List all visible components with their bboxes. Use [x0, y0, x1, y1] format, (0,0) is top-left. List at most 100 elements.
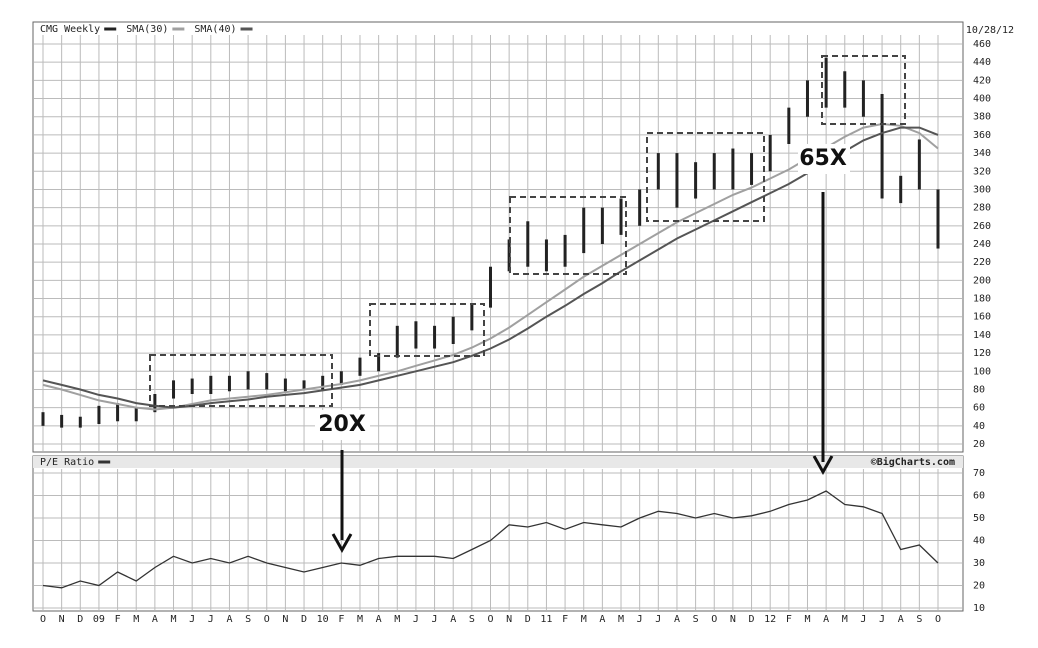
x-tick-label: M: [394, 614, 400, 625]
x-tick-label: N: [282, 614, 288, 625]
pe-header: [33, 456, 963, 468]
y-tick-label: 420: [973, 75, 991, 86]
x-tick-label: N: [730, 614, 736, 625]
x-tick-label: S: [245, 614, 251, 625]
x-tick-label: F: [115, 614, 121, 625]
y-tick-label: 440: [973, 57, 991, 68]
range-box: [646, 132, 765, 222]
legend-label: SMA(40): [194, 24, 236, 35]
arrow-head: [331, 533, 353, 554]
price-panel: [32, 21, 964, 453]
range-box: [509, 196, 627, 275]
x-tick-label: M: [842, 614, 848, 625]
x-tick-label: A: [599, 614, 605, 625]
y-tick-label: 60: [973, 491, 985, 502]
y-tick-label: 80: [973, 384, 985, 395]
x-tick-label: J: [413, 614, 419, 625]
y-tick-label: 10: [973, 603, 985, 614]
x-tick-label: D: [77, 614, 83, 625]
x-tick-label: A: [226, 614, 232, 625]
source-label: ©BigCharts.com: [871, 456, 955, 468]
x-tick-label: O: [487, 614, 493, 625]
y-tick-label: 40: [973, 421, 985, 432]
x-tick-label: J: [208, 614, 214, 625]
series-line: [42, 122, 939, 411]
x-tick-label: M: [581, 614, 587, 625]
x-tick-label: J: [637, 614, 643, 625]
x-tick-label: M: [357, 614, 363, 625]
annotation: 20X: [318, 412, 366, 437]
y-tick-label: 200: [973, 275, 991, 286]
x-tick-label: 09: [93, 614, 105, 625]
x-tick-label: M: [133, 614, 139, 625]
x-tick-label: J: [189, 614, 195, 625]
range-box: [821, 55, 906, 125]
y-tick-label: 40: [973, 536, 985, 547]
label-bg: [315, 410, 370, 440]
x-tick-label: M: [618, 614, 624, 625]
x-tick-label: N: [59, 614, 65, 625]
y-tick-label: 160: [973, 312, 991, 323]
y-tick-label: 60: [973, 403, 985, 414]
x-tick-label: 11: [540, 614, 552, 625]
x-tick-label: O: [264, 614, 270, 625]
range-box: [149, 354, 333, 407]
y-tick-label: 240: [973, 239, 991, 250]
y-tick-label: 220: [973, 257, 991, 268]
x-tick-label: O: [935, 614, 941, 625]
x-tick-label: J: [879, 614, 885, 625]
x-tick-label: J: [655, 614, 661, 625]
x-tick-label: S: [916, 614, 922, 625]
x-tick-label: A: [898, 614, 904, 625]
y-tick-label: 50: [973, 513, 985, 524]
x-tick-label: A: [152, 614, 158, 625]
x-tick-label: D: [301, 614, 307, 625]
arrow-head: [812, 455, 834, 476]
x-tick-label: O: [711, 614, 717, 625]
x-tick-label: F: [338, 614, 344, 625]
x-tick-label: S: [469, 614, 475, 625]
series-line: [42, 490, 939, 589]
label-bg: [798, 144, 850, 174]
x-tick-label: A: [450, 614, 456, 625]
legend-label: P/E Ratio: [40, 457, 94, 468]
x-tick-label: A: [674, 614, 680, 625]
y-tick-label: 140: [973, 330, 991, 341]
legend-label: SMA(30): [126, 24, 168, 35]
x-tick-label: F: [562, 614, 568, 625]
x-tick-label: O: [40, 614, 46, 625]
y-tick-label: 180: [973, 294, 991, 305]
x-tick-label: 12: [764, 614, 776, 625]
annotation: 65X: [799, 146, 847, 171]
x-tick-label: M: [171, 614, 177, 625]
y-tick-label: 320: [973, 166, 991, 177]
x-tick-label: J: [432, 614, 438, 625]
x-tick-label: D: [749, 614, 755, 625]
y-tick-label: 300: [973, 184, 991, 195]
y-tick-label: 460: [973, 39, 991, 50]
x-tick-label: D: [525, 614, 531, 625]
y-tick-label: 30: [973, 558, 985, 569]
legend-label: CMG Weekly: [40, 24, 100, 35]
x-tick-label: F: [786, 614, 792, 625]
y-tick-label: 380: [973, 112, 991, 123]
x-tick-label: 10: [317, 614, 329, 625]
y-tick-label: 20: [973, 439, 985, 450]
y-tick-label: 400: [973, 94, 991, 105]
y-tick-label: 280: [973, 203, 991, 214]
y-tick-label: 120: [973, 348, 991, 359]
x-tick-label: A: [376, 614, 382, 625]
x-tick-label: M: [804, 614, 810, 625]
date-label: 10/28/12: [966, 25, 1014, 36]
range-box: [369, 303, 485, 357]
y-tick-label: 260: [973, 221, 991, 232]
x-tick-label: S: [693, 614, 699, 625]
x-tick-label: A: [823, 614, 829, 625]
y-tick-label: 340: [973, 148, 991, 159]
y-tick-label: 360: [973, 130, 991, 141]
x-tick-label: J: [860, 614, 866, 625]
y-tick-label: 70: [973, 468, 985, 479]
x-tick-label: N: [506, 614, 512, 625]
plot-layer: O N D 09 F M A M J J A S O N D 10 F M A M J J A S O N D 11 F M A M J J A S O…: [34, 24, 991, 625]
